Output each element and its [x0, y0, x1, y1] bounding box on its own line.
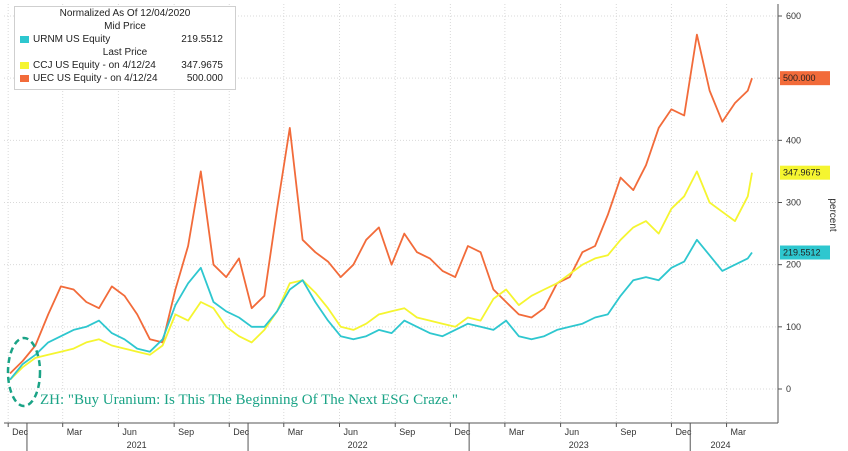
x-tick-label-month: Mar	[288, 427, 304, 437]
last-value-tag-bg	[780, 245, 830, 260]
series-lines	[9, 33, 753, 381]
y-axis-label: percent	[827, 198, 838, 232]
legend-normalized-title: Normalized As Of 12/04/2020	[59, 8, 191, 19]
x-tick-label-month: Jun	[122, 427, 137, 437]
x-tick-label-month: Mar	[731, 427, 747, 437]
y-tick-label-200: 200	[786, 260, 801, 270]
last-value-tag-bg	[780, 71, 830, 86]
x-tick-label-month: Sep	[178, 427, 194, 437]
legend-mid-price-header: Mid Price	[104, 21, 146, 32]
last-value-tags: 500.000 347.9675 219.5512	[780, 71, 830, 260]
x-tick-label-year: 2021	[127, 440, 147, 450]
legend-label-urnm: URNM US Equity	[33, 34, 111, 45]
start-highlight	[6, 336, 42, 408]
x-tick-label-year: 2022	[348, 440, 368, 450]
x-tick-label-month: Sep	[399, 427, 415, 437]
legend-row-urnm: URNM US Equity 219.5512	[15, 33, 235, 46]
x-tick-label-month: Dec	[233, 427, 250, 437]
y-tick-label-0: 0	[786, 384, 791, 394]
legend-value-urnm: 219.5512	[181, 34, 223, 45]
legend-row-uec: UEC US Equity - on 4/12/24 500.000	[15, 72, 235, 85]
x-tick-label-month: Jun	[344, 427, 359, 437]
legend-swatch-uec	[20, 75, 29, 82]
series-line-urnm	[9, 238, 753, 381]
legend-value-ccj: 347.9675	[181, 60, 223, 71]
x-tick-label-month: Mar	[67, 427, 83, 437]
x-tick-label-month: Dec	[454, 427, 471, 437]
legend-value-uec: 500.000	[186, 73, 223, 84]
legend-last-price-header: Last Price	[102, 47, 148, 58]
x-tick-label-year: 2023	[569, 440, 589, 450]
legend-label-uec: UEC US Equity - on 4/12/24	[33, 73, 158, 84]
y-tick-label-400: 400	[786, 135, 801, 145]
x-tick-label-month: Jun	[565, 427, 580, 437]
y-tick-label-100: 100	[786, 322, 801, 332]
start-highlight-ellipse	[6, 336, 42, 408]
series-line-uec	[9, 33, 753, 375]
series-line-ccj	[9, 170, 753, 381]
x-tick-label-year: 2024	[710, 440, 730, 450]
x-tick-label-month: Dec	[12, 427, 29, 437]
legend-swatch-urnm	[20, 36, 29, 43]
legend-label-ccj: CCJ US Equity - on 4/12/24	[33, 60, 156, 71]
y-tick-label-600: 600	[786, 11, 801, 21]
x-tick-label-month: Sep	[620, 427, 636, 437]
legend-row-ccj: CCJ US Equity - on 4/12/24 347.9675	[15, 59, 235, 72]
y-tick-label-300: 300	[786, 198, 801, 208]
x-tick-label-month: Mar	[509, 427, 525, 437]
last-value-tag-text: 219.5512	[783, 248, 821, 258]
legend-swatch-ccj	[20, 62, 29, 69]
last-value-tag-text: 347.9675	[783, 168, 821, 178]
x-axis-ticks: Dec Mar Jun Sep Dec Mar Jun Sep Dec Mar Jun Sep Dec M…	[7, 423, 747, 451]
last-value-tag-bg	[780, 165, 830, 180]
last-value-tag-text: 500.000	[783, 73, 816, 83]
legend: Normalized As Of 12/04/2020 Mid Price UR…	[14, 6, 236, 90]
annotation-caption: ZH: "Buy Uranium: Is This The Beginning …	[38, 392, 461, 409]
x-tick-label-month: Dec	[675, 427, 692, 437]
